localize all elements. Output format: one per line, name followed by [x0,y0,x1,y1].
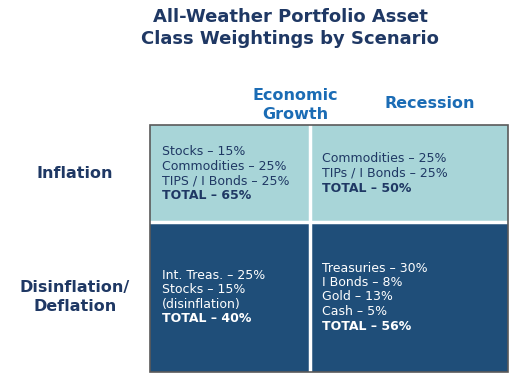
Bar [310,125,508,222]
Text: TOTAL – 65%: TOTAL – 65% [162,189,251,202]
Text: TIPs / I Bonds – 25%: TIPs / I Bonds – 25% [322,167,448,180]
Text: Gold – 13%: Gold – 13% [322,290,393,304]
Text: TOTAL – 56%: TOTAL – 56% [322,319,411,332]
Text: Disinflation/
Deflation: Disinflation/ Deflation [20,280,130,314]
Bar [310,222,508,372]
Bar [150,125,508,372]
Text: I Bonds – 8%: I Bonds – 8% [322,276,402,289]
Text: Economic
Growth: Economic Growth [252,88,338,122]
Text: Inflation: Inflation [36,166,113,181]
Text: Int. Treas. – 25%: Int. Treas. – 25% [162,269,265,282]
Text: All-Weather Portfolio Asset
Class Weightings by Scenario: All-Weather Portfolio Asset Class Weight… [141,8,439,48]
Text: Treasuries – 30%: Treasuries – 30% [322,262,428,274]
Text: Stocks – 15%: Stocks – 15% [162,145,245,158]
Text: Recession: Recession [385,96,475,111]
Text: Cash – 5%: Cash – 5% [322,305,387,318]
Text: Commodities – 25%: Commodities – 25% [162,160,286,173]
Text: TIPS / I Bonds – 25%: TIPS / I Bonds – 25% [162,174,289,187]
Bar [150,222,310,372]
Text: (disinflation): (disinflation) [162,298,241,311]
Bar [150,125,310,222]
Text: TOTAL – 50%: TOTAL – 50% [322,182,411,194]
Text: Commodities – 25%: Commodities – 25% [322,152,447,166]
Text: Stocks – 15%: Stocks – 15% [162,283,245,296]
Text: TOTAL – 40%: TOTAL – 40% [162,312,251,325]
